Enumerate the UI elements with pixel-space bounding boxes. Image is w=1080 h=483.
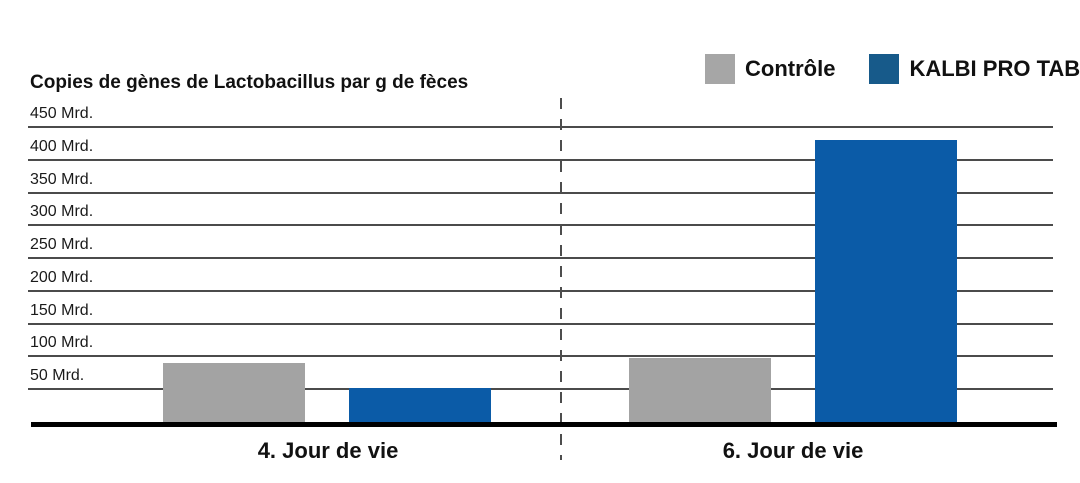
gridline-300 <box>28 224 1053 227</box>
y-tick-label-400: 400 Mrd. <box>30 137 94 155</box>
x-axis-label-jour-4: 4. Jour de vie <box>257 438 399 463</box>
gridline-50 <box>28 388 1053 391</box>
y-tick-label-100: 100 Mrd. <box>30 334 94 352</box>
y-tick-label-300: 300 Mrd. <box>30 203 94 221</box>
gridline-150 <box>28 322 1053 325</box>
legend-swatch-kalbi-pro-tab <box>869 54 900 84</box>
y-tick-label-150: 150 Mrd. <box>30 301 94 319</box>
y-tick-label-50: 50 Mrd. <box>30 367 85 385</box>
y-tick-label-200: 200 Mrd. <box>30 268 94 286</box>
bar-controle-jour-4 <box>163 363 305 422</box>
y-tick-label-450: 450 Mrd. <box>30 105 94 122</box>
chart-legend: Contrôle KALBI PRO TAB <box>705 54 1080 84</box>
gridline-350 <box>28 191 1053 194</box>
legend-swatch-controle <box>705 54 735 84</box>
group-divider-dashed-line <box>560 98 562 460</box>
bar-controle-jour-6 <box>629 358 771 422</box>
y-tick-label-250: 250 Mrd. <box>30 236 94 254</box>
chart-title: Copies de gènes de Lactobacillus par g d… <box>30 72 469 93</box>
x-axis-baseline <box>31 422 1057 427</box>
gridline-200 <box>28 289 1053 292</box>
bar-kalbi-pro-tab-jour-6 <box>815 140 957 422</box>
gridline-450 <box>28 126 1053 128</box>
legend-label-kalbi-pro-tab: KALBI PRO TAB <box>909 56 1080 81</box>
gridline-100 <box>28 355 1053 358</box>
bar-kalbi-pro-tab-jour-4 <box>349 388 491 422</box>
legend-label-controle: Contrôle <box>745 56 836 81</box>
y-tick-label-350: 350 Mrd. <box>30 170 94 188</box>
gridline-400 <box>28 158 1053 161</box>
x-axis-label-jour-6: 6. Jour de vie <box>722 438 864 463</box>
gridline-250 <box>28 257 1053 260</box>
